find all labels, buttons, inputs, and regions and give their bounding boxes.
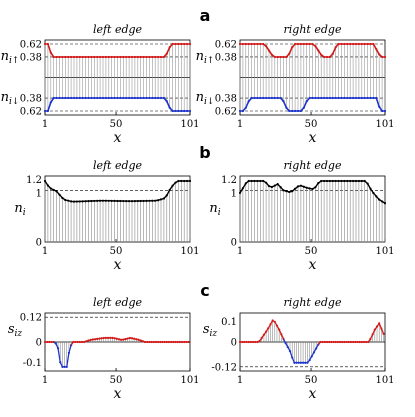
x-axis-label: x: [309, 386, 317, 402]
y-tick-label: 0: [36, 338, 42, 349]
chart-title: right edge: [284, 23, 342, 36]
y-tick-label: 1.2: [26, 175, 42, 186]
x-tick-label: 101: [180, 119, 199, 130]
x-tick-label: 1: [237, 246, 243, 257]
y-tick-label-down: 0.62: [20, 107, 42, 118]
chart-title: left edge: [93, 23, 143, 36]
density-line: [239, 180, 386, 204]
series-down-line: [45, 97, 190, 112]
x-tick-label: 50: [110, 375, 123, 386]
y-tick-label: 1.2: [221, 175, 237, 186]
series-up-line: [45, 43, 190, 58]
y-axis-label: siz: [8, 322, 23, 339]
y-axis-label-down: ni↓: [196, 90, 215, 107]
y-axis-label: ni: [14, 201, 25, 218]
spin-line-segment: [289, 350, 293, 358]
x-axis-label: x: [114, 130, 122, 146]
x-axis-label: x: [114, 386, 122, 402]
spin-line-segment: [57, 348, 61, 363]
y-tick-label: 0.1: [221, 317, 237, 328]
x-tick-label: 1: [237, 375, 243, 386]
x-tick-label: 101: [375, 119, 394, 130]
chart-c-left: left edge 1 50 101 x 0.12 0 -0.1 siz: [8, 296, 200, 402]
x-tick-label: 50: [305, 375, 318, 386]
x-tick-label: 101: [180, 375, 199, 386]
y-tick-label: 0: [231, 238, 237, 249]
y-tick-label: 1: [36, 188, 42, 199]
series-up-line: [240, 43, 385, 58]
x-tick-label: 1: [42, 119, 48, 130]
x-axis-label: x: [309, 257, 317, 273]
x-tick-label: 101: [375, 246, 394, 257]
y-tick-label: 0: [36, 238, 42, 249]
y-tick-label: 0: [231, 338, 237, 349]
y-tick-label-down: 0.62: [215, 107, 237, 118]
y-tick-label-down: 0.38: [215, 94, 237, 105]
y-axis-label: siz: [203, 322, 218, 339]
x-tick-label: 1: [237, 119, 243, 130]
x-tick-label: 101: [375, 375, 394, 386]
y-tick-label: 0.12: [20, 313, 42, 324]
x-tick-label: 50: [110, 246, 123, 257]
chart-title: left edge: [93, 296, 143, 309]
x-tick-label: 101: [180, 246, 199, 257]
spin-line-segment: [68, 344, 72, 354]
y-axis-label: ni: [209, 201, 220, 218]
y-tick-label-down: 0.38: [20, 94, 42, 105]
y-axis-label-down: ni↓: [1, 90, 20, 107]
x-axis-label: x: [114, 257, 122, 273]
y-tick-label-up: 0.38: [20, 52, 42, 63]
chart-title: right edge: [284, 296, 342, 309]
x-tick-label: 50: [305, 246, 318, 257]
x-tick-label: 50: [110, 119, 123, 130]
x-tick-label: 1: [42, 246, 48, 257]
panel-label-a: a: [200, 6, 211, 25]
x-tick-label: 1: [42, 375, 48, 386]
data-point: [187, 340, 190, 344]
y-tick-label-up: 0.62: [215, 40, 237, 51]
chart-title: right edge: [284, 159, 342, 172]
chart-title: left edge: [93, 159, 143, 172]
series-down-line: [240, 97, 385, 112]
data-point: [382, 332, 385, 335]
x-tick-label: 50: [305, 119, 318, 130]
x-axis-label: x: [309, 130, 317, 146]
panel-label-c: c: [200, 281, 209, 300]
y-axis-label-up: ni↑: [196, 49, 215, 66]
y-tick-label: -0.1: [23, 358, 42, 369]
density-line: [44, 180, 190, 203]
spin-line-segment: [66, 352, 70, 367]
y-tick-label: -0.12: [211, 362, 237, 373]
y-tick-label: 1: [231, 188, 237, 199]
y-tick-label-up: 0.62: [20, 40, 42, 51]
y-axis-label-up: ni↑: [1, 49, 20, 66]
panel-label-b: b: [199, 143, 210, 162]
y-tick-label-up: 0.38: [215, 52, 237, 63]
chart-c-right: right edge 1 50 101 x 0.1 0 -0.12 siz: [203, 296, 395, 402]
